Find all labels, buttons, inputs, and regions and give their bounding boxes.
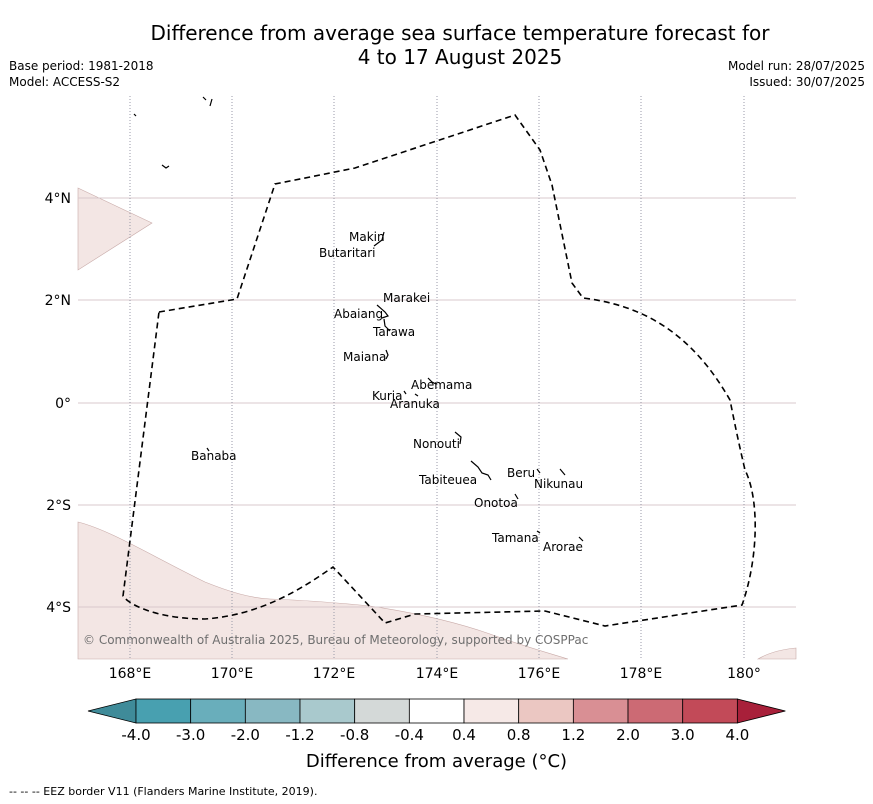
colorbar-tick-label: -0.8 <box>340 726 369 744</box>
lat-tick-2s: 2°S <box>46 498 71 514</box>
issued-text: Issued: 30/07/2025 <box>749 75 865 89</box>
island-label-nikunau: Nikunau <box>534 477 583 491</box>
island-coastlines <box>133 96 584 542</box>
colorbar-bin <box>135 698 192 724</box>
lat-tick-4n: 4°N <box>45 191 71 207</box>
colorbar-tick-label: -2.0 <box>231 726 260 744</box>
colorbar-bin <box>354 698 410 724</box>
colorbar-tick-label: 4.0 <box>725 726 749 744</box>
title-line-1: Difference from average sea surface temp… <box>150 21 770 45</box>
island-label-tarawa: Tarawa <box>372 325 415 339</box>
colorbar-tick-label: -3.0 <box>176 726 205 744</box>
colorbar-tick-label: -1.2 <box>285 726 314 744</box>
colorbar-tick-labels: -4.0 -3.0 -2.0 -1.2 -0.8 -0.4 0.4 0.8 1.2 2.0 3.0 4… <box>121 726 749 744</box>
island-label-maiana: Maiana <box>343 350 386 364</box>
island-label-tabiteuea: Tabiteuea <box>418 473 477 487</box>
eez-border <box>122 114 756 627</box>
colorbar-tick-label: 3.0 <box>671 726 695 744</box>
lat-tick-4s: 4°S <box>46 600 71 616</box>
longitude-gridlines <box>129 96 745 659</box>
lon-tick-174e: 174°E <box>416 666 459 682</box>
colorbar-tick-label: 0.4 <box>452 726 476 744</box>
warm-anomaly-region-south <box>77 521 569 660</box>
island-label-tamana: Tamana <box>491 531 539 545</box>
island-label-kuria: Kuria <box>372 389 403 403</box>
lon-tick-172e: 172°E <box>313 666 356 682</box>
island-label-onotoa: Onotoa <box>474 496 518 510</box>
colorbar-bin <box>299 698 356 724</box>
island-label-nonouti: Nonouti <box>413 437 460 451</box>
colorbar-bin <box>244 698 301 724</box>
warm-anomaly-region-southeast <box>756 647 797 660</box>
lon-tick-180: 180° <box>727 666 761 682</box>
model-text: Model: ACCESS-S2 <box>9 75 121 89</box>
meta-left: Base period: 1981-2018 Model: ACCESS-S2 <box>9 58 154 90</box>
colorbar <box>87 698 786 724</box>
island-label-marakei: Marakei <box>383 291 430 305</box>
island-label-beru: Beru <box>507 466 535 480</box>
warm-anomaly-region-northwest <box>77 187 153 271</box>
island-label-makin: Makin <box>349 230 385 244</box>
island-label-butaritari: Butaritari <box>319 246 376 260</box>
lon-tick-178e: 178°E <box>620 666 663 682</box>
colorbar-tick-label: 1.2 <box>561 726 585 744</box>
lat-tick-0: 0° <box>55 396 71 412</box>
colorbar-label: Difference from average (°C) <box>305 751 568 772</box>
island-label-banaba: Banaba <box>191 449 237 463</box>
island-label-abemama: Abemama <box>411 378 472 392</box>
island-label-aranuka: Aranuka <box>390 397 440 411</box>
eez-footnote: -- -- -- EEZ border V11 (Flanders Marine… <box>9 785 318 798</box>
copyright-notice: © Commonwealth of Australia 2025, Bureau… <box>83 633 588 647</box>
colorbar-tick-label: -0.4 <box>395 726 424 744</box>
base-period-text: Base period: 1981-2018 <box>9 59 154 73</box>
island-label-abaiang: Abaiang <box>334 307 383 321</box>
colorbar-tick-label: 0.8 <box>507 726 531 744</box>
colorbar-extension-low <box>87 698 137 724</box>
colorbar-tick-label: 2.0 <box>616 726 640 744</box>
colorbar-bin <box>627 698 684 724</box>
title-line-2: 4 to 17 August 2025 <box>357 45 563 69</box>
colorbar-bin <box>190 698 246 724</box>
lon-tick-170e: 170°E <box>211 666 254 682</box>
lon-tick-168e: 168°E <box>109 666 152 682</box>
colorbar-bin <box>572 698 629 724</box>
colorbar-tick-label: -4.0 <box>121 726 150 744</box>
lat-tick-2n: 2°N <box>45 293 71 309</box>
colorbar-bin <box>682 698 738 724</box>
island-label-arorae: Arorae <box>543 540 583 554</box>
meta-right: Model run: 28/07/2025 Issued: 30/07/2025 <box>728 58 865 90</box>
colorbar-bin <box>408 698 465 724</box>
map-title: Difference from average sea surface temp… <box>90 21 830 69</box>
lon-tick-176e: 176°E <box>518 666 561 682</box>
colorbar-bin <box>463 698 520 724</box>
colorbar-bin <box>518 698 574 724</box>
model-run-text: Model run: 28/07/2025 <box>727 59 865 73</box>
colorbar-extension-high <box>736 698 786 724</box>
